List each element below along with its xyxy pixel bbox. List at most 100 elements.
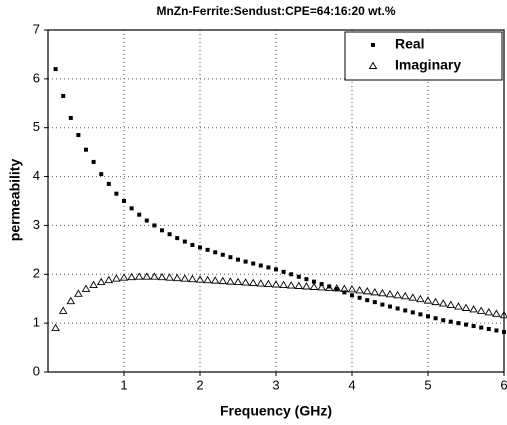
point xyxy=(266,265,271,270)
point xyxy=(484,308,494,316)
point xyxy=(502,329,506,334)
point xyxy=(112,274,121,282)
point xyxy=(51,323,60,331)
point xyxy=(241,278,250,286)
y-tick-label: 7 xyxy=(33,21,40,36)
y-tick-label: 1 xyxy=(33,315,40,330)
point xyxy=(340,284,349,292)
point xyxy=(464,322,468,327)
point xyxy=(426,314,430,319)
point xyxy=(281,269,286,274)
x-tick-label: 1 xyxy=(120,377,127,392)
point xyxy=(370,287,380,296)
point xyxy=(441,318,446,323)
point xyxy=(251,261,256,266)
point xyxy=(324,283,334,291)
point xyxy=(66,296,76,305)
point xyxy=(416,294,425,303)
legend-box xyxy=(344,31,503,81)
point xyxy=(385,289,395,298)
point xyxy=(89,280,98,288)
point xyxy=(150,272,159,280)
point xyxy=(213,250,218,255)
point xyxy=(355,286,364,294)
point xyxy=(309,282,319,290)
point xyxy=(408,293,418,301)
point xyxy=(205,247,210,252)
point xyxy=(289,272,294,277)
point xyxy=(180,274,190,282)
point xyxy=(365,298,370,303)
point xyxy=(286,281,296,289)
point xyxy=(84,147,88,152)
y-tick-label: 2 xyxy=(33,266,40,281)
point xyxy=(279,280,288,288)
point xyxy=(362,286,372,295)
point xyxy=(438,299,448,307)
x-tick-label: 2 xyxy=(196,377,203,392)
point xyxy=(210,276,220,284)
point xyxy=(317,283,326,291)
point xyxy=(218,276,228,285)
point xyxy=(157,272,167,281)
point xyxy=(264,279,273,288)
point xyxy=(167,232,172,237)
point xyxy=(144,218,149,223)
point xyxy=(378,288,387,297)
point xyxy=(236,257,240,262)
point xyxy=(492,309,501,317)
x-tick-label: 5 xyxy=(424,377,431,392)
point xyxy=(388,304,392,309)
point xyxy=(248,278,258,287)
point xyxy=(327,284,332,289)
plot-frame xyxy=(47,29,505,373)
point xyxy=(256,279,266,287)
chart-title: MnZn-Ferrite:Sendust:CPE=64:16:20 wt.% xyxy=(156,4,395,18)
x-tick-label: 4 xyxy=(348,377,355,392)
x-tick-label: 3 xyxy=(272,377,279,392)
point xyxy=(469,305,478,313)
point xyxy=(347,285,357,293)
point xyxy=(226,277,235,285)
point xyxy=(258,263,263,268)
point xyxy=(119,273,129,281)
y-tick-label: 6 xyxy=(33,70,40,85)
point xyxy=(68,115,73,120)
point xyxy=(122,199,126,203)
point xyxy=(433,316,438,321)
point xyxy=(342,290,347,295)
point xyxy=(296,274,301,279)
y-tick-label: 3 xyxy=(33,217,40,232)
point xyxy=(395,306,400,311)
point xyxy=(479,325,484,330)
legend-label: Imaginary xyxy=(395,57,461,73)
legend-label: Real xyxy=(395,36,425,52)
legend-marker xyxy=(371,43,375,47)
point xyxy=(448,319,453,324)
point xyxy=(175,236,180,241)
point xyxy=(198,245,202,250)
point xyxy=(203,275,212,284)
point xyxy=(91,159,96,164)
point xyxy=(486,327,491,332)
point xyxy=(393,290,402,299)
y-tick-label: 5 xyxy=(33,119,40,134)
point xyxy=(182,239,187,244)
point xyxy=(114,191,119,196)
point xyxy=(142,272,152,280)
point xyxy=(106,181,111,186)
point xyxy=(129,206,134,211)
point xyxy=(61,93,66,98)
point xyxy=(152,223,157,228)
point xyxy=(454,302,463,310)
point xyxy=(494,328,499,333)
point xyxy=(220,252,225,257)
point xyxy=(476,306,486,314)
point xyxy=(372,300,377,305)
point xyxy=(243,259,248,264)
point xyxy=(380,302,385,307)
legend-marker xyxy=(368,61,378,69)
point xyxy=(233,277,243,286)
x-axis-label: Frequency (GHz) xyxy=(220,403,332,419)
